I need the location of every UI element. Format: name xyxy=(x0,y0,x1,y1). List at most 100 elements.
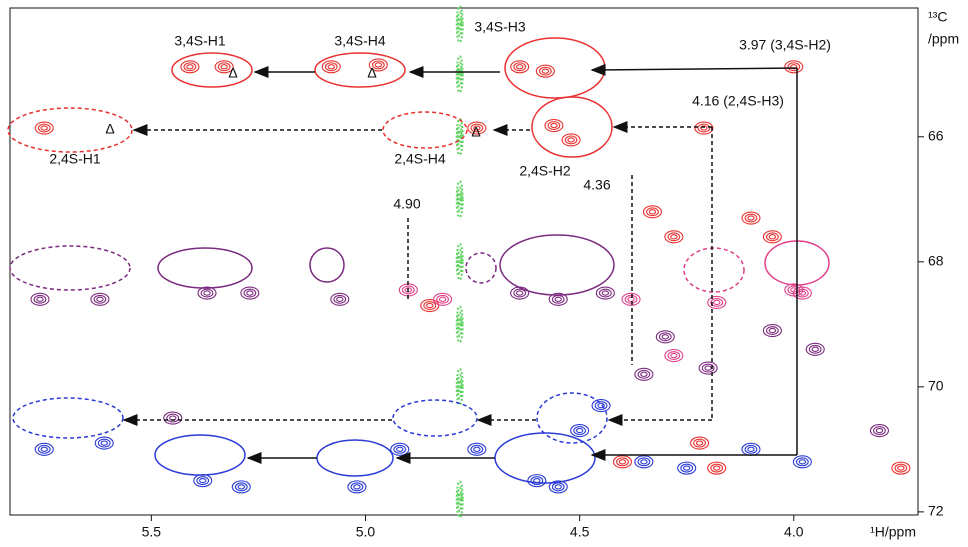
peak xyxy=(457,56,463,92)
contour xyxy=(895,464,907,472)
contour xyxy=(459,318,461,331)
peak xyxy=(434,293,452,305)
contour xyxy=(424,302,436,310)
contour xyxy=(617,458,629,466)
y-axis-label: ¹³C xyxy=(928,9,947,25)
contour xyxy=(767,233,779,241)
annotation: Δ xyxy=(228,65,237,81)
contour xyxy=(671,235,677,239)
contour xyxy=(540,67,552,75)
ellipse xyxy=(310,248,344,282)
contour xyxy=(745,214,757,222)
peak xyxy=(613,456,631,468)
peak xyxy=(665,231,683,243)
contour xyxy=(459,18,461,31)
contour xyxy=(705,366,711,370)
contour xyxy=(668,233,680,241)
contour xyxy=(812,347,818,351)
contour xyxy=(34,295,46,303)
annotation: 4.90 xyxy=(393,196,420,212)
peak xyxy=(742,212,760,224)
peak xyxy=(708,296,726,308)
contour xyxy=(602,291,608,295)
contour xyxy=(898,466,904,470)
peak xyxy=(457,369,463,405)
annotation: Δ xyxy=(471,124,480,140)
peak xyxy=(892,462,910,474)
x-tick-label: 4.0 xyxy=(784,524,804,540)
contour xyxy=(235,483,247,491)
peak xyxy=(31,293,49,305)
annotation: 2,4S-H1 xyxy=(49,151,101,167)
contour xyxy=(555,485,561,489)
peak xyxy=(457,181,463,217)
peak xyxy=(656,331,674,343)
peak xyxy=(571,425,589,437)
y-tick-label: 70 xyxy=(928,378,944,394)
contour xyxy=(696,441,702,445)
contour xyxy=(599,289,611,297)
contour xyxy=(714,466,720,470)
contour xyxy=(647,208,659,216)
contour xyxy=(439,297,445,301)
peak xyxy=(511,61,529,73)
peak xyxy=(691,437,709,449)
peak xyxy=(785,284,803,296)
y-tick-label: 72 xyxy=(928,503,944,519)
contour xyxy=(684,466,690,470)
contour xyxy=(876,429,882,433)
contour xyxy=(167,414,179,422)
contour xyxy=(247,291,253,295)
peak xyxy=(91,293,109,305)
peak xyxy=(785,61,803,73)
peak xyxy=(331,293,349,305)
contour xyxy=(459,68,461,81)
peak xyxy=(348,481,366,493)
contour xyxy=(517,65,523,69)
ellipse xyxy=(466,253,496,283)
contour xyxy=(574,427,586,435)
arrow xyxy=(592,68,797,70)
contour xyxy=(552,295,564,303)
ellipse xyxy=(10,246,130,290)
contour xyxy=(101,441,107,445)
ellipse xyxy=(158,248,252,288)
annotation: 3,4S-H1 xyxy=(174,33,226,49)
contour xyxy=(397,447,403,451)
contour xyxy=(459,381,461,394)
y-tick-label: 68 xyxy=(928,253,944,269)
peak xyxy=(742,443,760,455)
contour xyxy=(459,193,461,206)
contour xyxy=(551,123,557,127)
contour xyxy=(37,297,43,301)
contour xyxy=(514,289,526,297)
peak xyxy=(545,120,563,132)
contour xyxy=(427,303,433,307)
peak xyxy=(164,412,182,424)
contour xyxy=(638,370,650,378)
peak xyxy=(622,293,640,305)
contour xyxy=(809,345,821,353)
contour xyxy=(668,352,680,360)
contour xyxy=(748,447,754,451)
annotation: Δ xyxy=(105,121,114,137)
contour xyxy=(698,124,710,132)
peak xyxy=(241,287,259,299)
contour xyxy=(41,447,47,451)
contour xyxy=(334,295,346,303)
ellipse xyxy=(317,440,393,476)
contour xyxy=(576,429,582,433)
contour xyxy=(38,124,50,132)
peak xyxy=(457,6,463,42)
contour xyxy=(662,335,668,339)
peak xyxy=(635,368,653,380)
contour xyxy=(694,439,706,447)
contour xyxy=(552,483,564,491)
ellipse xyxy=(532,97,612,157)
contour xyxy=(641,372,647,376)
contour xyxy=(238,485,244,489)
peak xyxy=(421,300,439,312)
annotation: 3,4S-H3 xyxy=(474,19,526,35)
ellipse xyxy=(495,433,595,483)
contour xyxy=(517,291,523,295)
